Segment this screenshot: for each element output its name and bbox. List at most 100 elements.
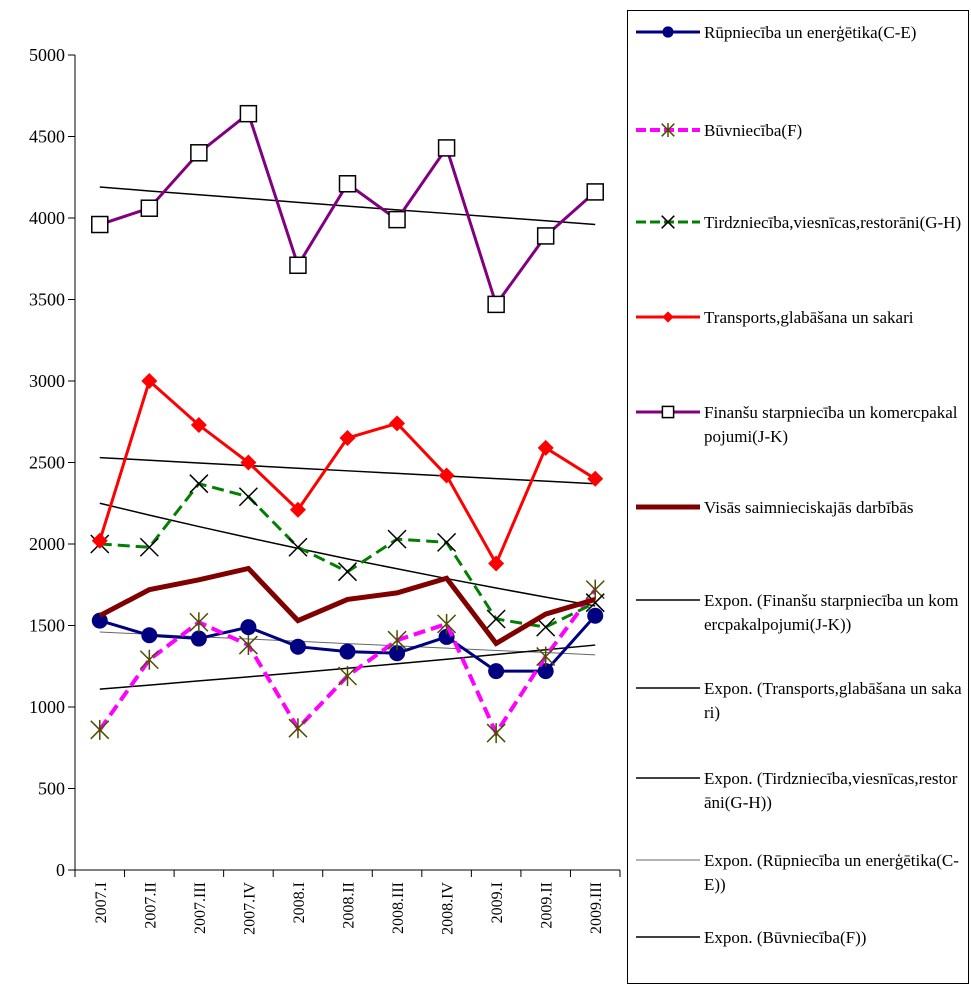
legend-label: Būvniecība(F): [704, 121, 803, 140]
marker: [387, 529, 407, 549]
legend-swatch: [636, 123, 700, 137]
marker: [339, 643, 356, 660]
marker: [140, 199, 159, 217]
y-tick-label: 1000: [29, 697, 65, 717]
legend-swatch: [636, 936, 700, 938]
x-tick-label: 2009.II: [539, 882, 556, 929]
legend-entry: Finanšu starpniecība un komercpakalpojum…: [628, 401, 968, 449]
marker: [238, 487, 258, 507]
marker: [91, 532, 108, 549]
marker: [536, 617, 556, 637]
marker: [190, 630, 207, 647]
legend-entry: Visās saimnieciskajās darbībās: [628, 496, 968, 520]
y-tick-label: 1500: [29, 616, 65, 636]
marker: [338, 175, 357, 193]
marker: [488, 555, 505, 572]
marker: [488, 663, 505, 680]
marker: [661, 123, 675, 137]
legend-swatch: [636, 215, 700, 229]
marker: [662, 26, 674, 38]
chart: 0 500 1000 1500 2000 2500 3000 3500 4000 4500 5000…: [29, 45, 621, 935]
legend-label: Rūpniecība un enerģētika(C-E): [704, 23, 917, 42]
y-tick-label: 2000: [29, 534, 65, 554]
y-tick-label: 0: [56, 860, 65, 880]
x-tick-label: 2007.III: [192, 882, 209, 934]
marker: [437, 613, 457, 634]
legend-label: Expon. (Finanšu starpniecība un komercpa…: [704, 591, 959, 634]
marker: [536, 646, 556, 667]
y-tick-label: 500: [38, 779, 65, 799]
marker: [438, 467, 455, 484]
marker: [486, 723, 506, 744]
marker: [387, 630, 407, 651]
marker: [662, 311, 674, 323]
series-line: [98, 588, 597, 738]
marker: [537, 439, 554, 456]
legend-entry: Būvniecība(F): [628, 119, 968, 143]
y-tick-label: 2500: [29, 453, 65, 473]
x-tick-label: 2007.II: [142, 882, 159, 929]
marker: [289, 501, 306, 518]
series-line: [98, 565, 596, 647]
marker: [91, 215, 109, 234]
legend-label: Expon. (Rūpniecība un enerģētika(C-E)): [704, 851, 959, 894]
x-tick-label: 2008.I: [291, 882, 308, 923]
series-line: [99, 456, 596, 485]
marker: [437, 139, 456, 157]
marker: [388, 210, 406, 229]
marker: [141, 373, 158, 389]
marker: [536, 227, 555, 245]
marker: [139, 649, 159, 670]
legend-entry: Tirdzniecība,viesnīcas,restorāni(G-H): [628, 211, 968, 235]
legend-swatch: [636, 405, 700, 419]
x-tick-label: 2009.I: [489, 882, 506, 923]
series-line: [99, 502, 596, 607]
legend-label: Expon. (Transports,glabāšana un sakari): [704, 679, 962, 722]
marker: [339, 430, 356, 447]
series-line: [98, 378, 597, 567]
marker: [289, 256, 307, 275]
marker: [288, 537, 308, 557]
legend-entry: Expon. (Transports,glabāšana un sakari): [628, 677, 968, 725]
legend: Rūpniecība un enerģētika(C-E) Būvniecība(…: [627, 10, 969, 984]
legend-label: Finanšu starpniecība un komercpakalpojum…: [704, 403, 958, 446]
x-tick-label: 2008.II: [341, 882, 358, 929]
legend-label: Transports,glabāšana un sakari: [704, 308, 914, 327]
legend-swatch: [636, 599, 700, 601]
legend-entry: Rūpniecība un enerģētika(C-E): [628, 21, 968, 45]
x-tick-label: 2007.IV: [241, 882, 258, 935]
legend-entry: Expon. (Finanšu starpniecība un komercpa…: [628, 589, 968, 637]
marker: [240, 619, 257, 636]
y-tick-label: 5000: [29, 45, 65, 65]
legend-entry: Expon. (Tirdzniecība,viesnīcas,restorāni…: [628, 767, 968, 815]
x-tick-label: 2007.I: [93, 882, 110, 923]
legend-entry: Expon. (Rūpniecība un enerģētika(C-E)): [628, 849, 968, 897]
y-tick-label: 4000: [29, 208, 65, 228]
marker: [238, 635, 258, 656]
marker: [90, 719, 110, 740]
legend-swatch: [636, 26, 700, 38]
legend-swatch: [636, 687, 700, 689]
marker: [586, 183, 604, 201]
marker: [661, 405, 675, 419]
legend-label: Visās saimnieciskajās darbībās: [704, 498, 914, 517]
legend-swatch: [636, 859, 700, 861]
marker: [240, 454, 257, 471]
marker: [389, 415, 406, 432]
legend-swatch: [636, 311, 700, 323]
marker: [239, 104, 258, 123]
marker: [537, 663, 554, 680]
x-tick-label: 2009.III: [588, 882, 605, 934]
marker: [91, 612, 108, 629]
marker: [189, 474, 209, 494]
marker: [289, 638, 306, 655]
x-tick-label: 2008.IV: [440, 882, 457, 935]
marker: [585, 593, 605, 613]
legend-label: Tirdzniecība,viesnīcas,restorāni(G-H): [704, 213, 962, 232]
series-line: [99, 111, 597, 308]
y-tick-label: 3500: [29, 290, 65, 310]
marker: [190, 417, 207, 434]
marker: [486, 609, 506, 629]
marker: [288, 718, 308, 739]
marker: [587, 607, 604, 624]
